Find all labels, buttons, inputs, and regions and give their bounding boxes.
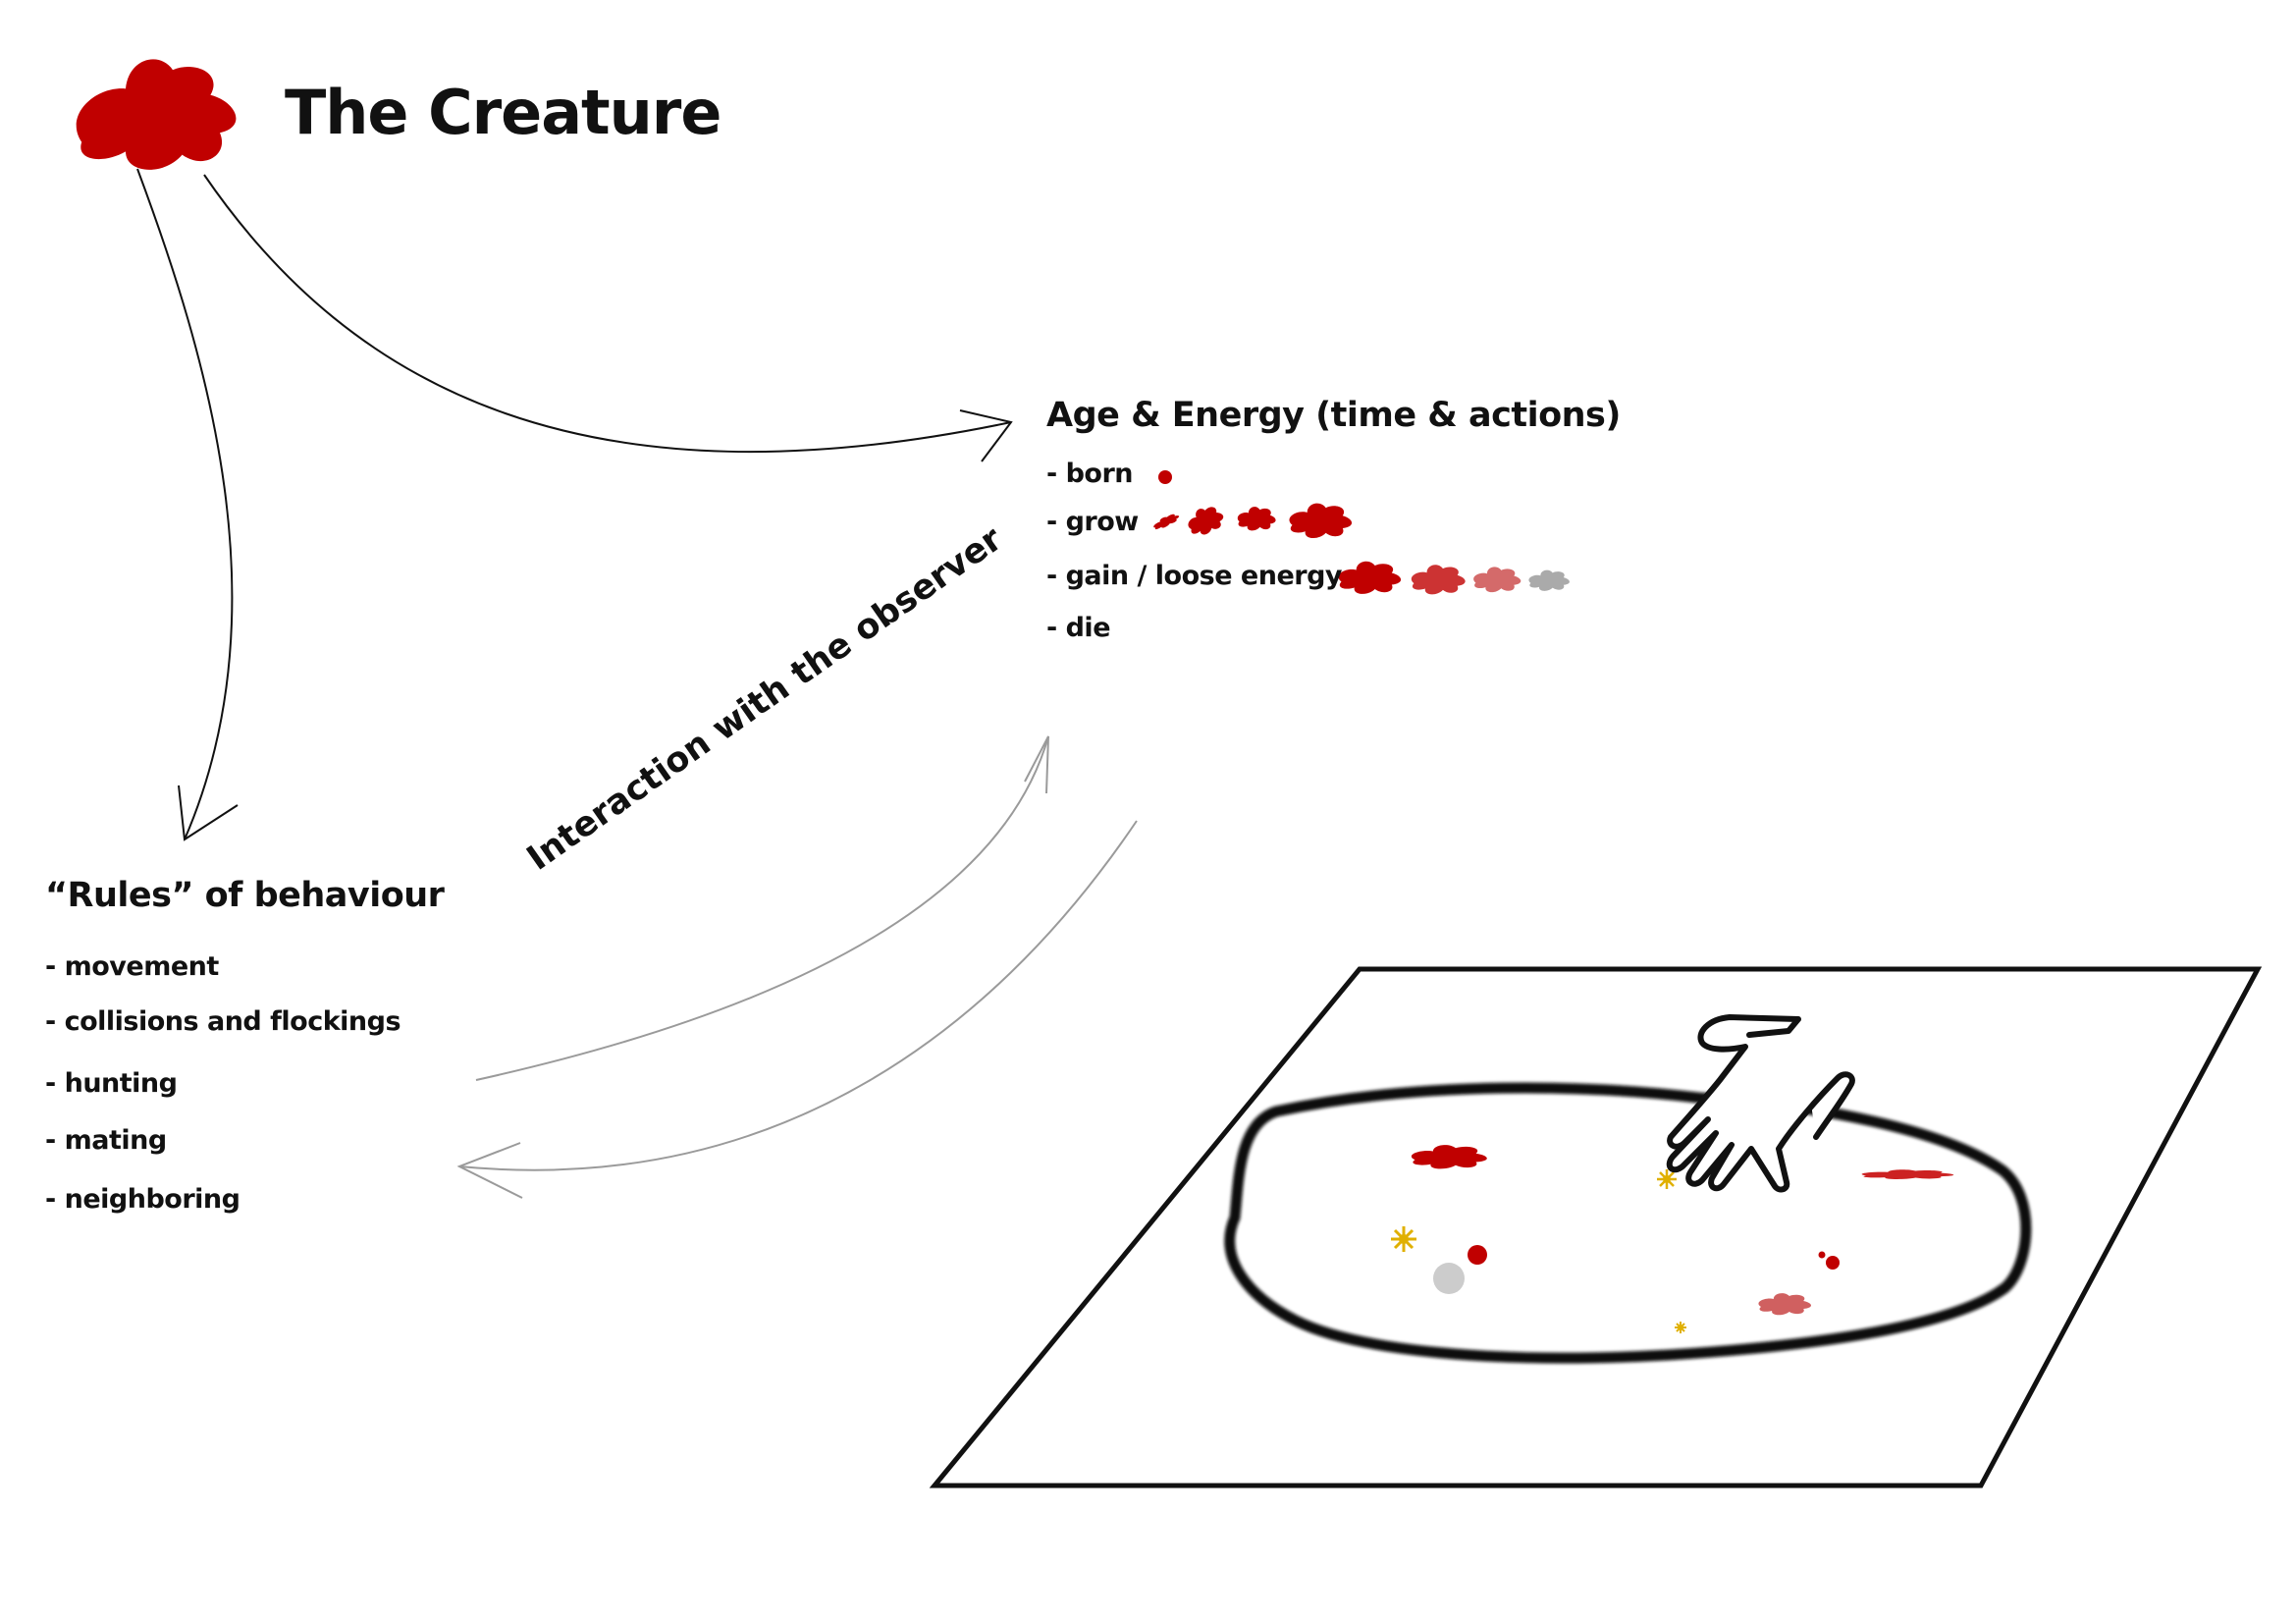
grow-stage-3-icon	[1237, 507, 1276, 531]
rules-item-movement: - movement	[45, 951, 219, 982]
arrow-to-age-energy	[203, 174, 1013, 462]
food-sparkle-icon	[1391, 1226, 1416, 1252]
age-energy-item-grow: - grow	[1046, 507, 1139, 537]
energy-low-icon	[1473, 567, 1522, 593]
age-energy-heading: Age & Energy (time & actions)	[1046, 396, 1621, 435]
rules-heading: “Rules” of behaviour	[45, 876, 445, 915]
age-energy-item-energy: - gain / loose energy	[1046, 561, 1343, 591]
arena-ring	[1224, 1082, 2032, 1364]
food-sparkle-icon-2	[1657, 1169, 1677, 1189]
energy-full-icon	[1338, 561, 1402, 594]
arena-dead-creature-icon	[1433, 1263, 1465, 1294]
rules-item-mating: - mating	[45, 1125, 167, 1156]
tabletop-surface	[929, 966, 2263, 1489]
age-energy-item-born: - born	[1046, 459, 1134, 489]
rules-item-hunting: - hunting	[45, 1068, 178, 1099]
rules-item-neighboring: - neighboring	[45, 1184, 240, 1215]
born-dot-icon	[1158, 470, 1172, 484]
energy-high-icon	[1411, 565, 1466, 595]
rules-item-collisions: - collisions and flockings	[45, 1006, 401, 1037]
creature-logo-icon	[76, 59, 237, 170]
arena-creature-small-icon	[1468, 1245, 1487, 1265]
grow-stage-2-icon	[1184, 502, 1228, 539]
arrow-to-rules	[136, 168, 239, 841]
page-title: The Creature	[285, 77, 721, 148]
grow-stage-4-icon	[1289, 503, 1353, 539]
arrow-interaction-up	[475, 735, 1049, 1081]
grow-stage-1-icon	[1151, 511, 1181, 532]
food-sparkle-icon-3	[1675, 1322, 1686, 1333]
arrow-interaction-down	[456, 820, 1138, 1199]
arena-baby-creature-icon-2	[1818, 1251, 1826, 1259]
energy-empty-icon	[1528, 569, 1570, 591]
age-energy-item-die: - die	[1046, 613, 1111, 643]
observer-hand-icon	[1666, 1014, 1855, 1193]
arena-baby-creature-icon	[1826, 1256, 1840, 1270]
